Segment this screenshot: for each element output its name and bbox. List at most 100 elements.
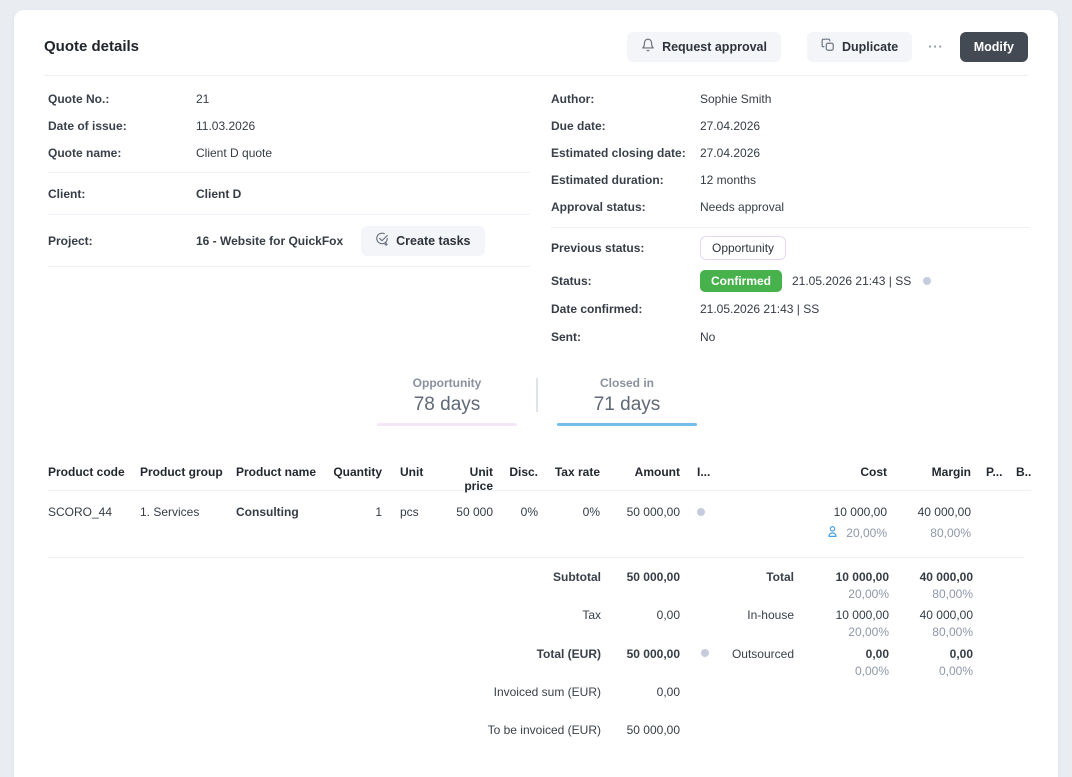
field-label: Quote No.: [48, 91, 110, 106]
cell-disc: 0% [520, 505, 538, 519]
cell-cost: 10 000,00 [833, 505, 887, 519]
field-label: Previous status: [551, 241, 645, 255]
field-label: Date of issue: [48, 118, 127, 133]
cell-product-code: SCORO_44 [48, 505, 113, 519]
field-estimated-closing-date: Estimated closing date: 27.04.2026 [551, 139, 1030, 166]
status-badge[interactable]: Confirmed [700, 269, 782, 292]
summary-label: Total [766, 570, 794, 584]
cell-cost-pct: 20,00% [727, 525, 887, 541]
previous-status-badge: Opportunity [700, 236, 787, 260]
field-quote-name: Quote name: Client D quote [48, 139, 530, 166]
cell-amount: 50 000,00 [626, 505, 680, 519]
field-value: Client D quote [196, 145, 273, 160]
field-project: Project: 16 - Website for QuickFox Creat… [48, 215, 530, 266]
create-tasks-button[interactable]: Create tasks [361, 225, 485, 256]
total-label: To be invoiced (EUR) [487, 723, 601, 737]
total-value: 0,00 [656, 685, 680, 699]
field-sent: Sent: No [551, 323, 1030, 351]
stat-underline [377, 423, 517, 426]
project-link[interactable]: 16 - Website for QuickFox [196, 233, 344, 248]
bell-icon [641, 38, 655, 55]
summary-outsourced-pct: 0,00% 0,00% [48, 662, 973, 680]
col-product-code: Product code [48, 465, 140, 491]
task-check-plus-icon [375, 232, 389, 249]
col-margin: Margin [887, 465, 971, 491]
client-link[interactable]: Client D [196, 186, 242, 201]
field-date-confirmed: Date confirmed: 21.05.2026 21:43 | SS [551, 295, 1030, 323]
stat-value: 71 days [593, 394, 661, 415]
col-amount: Amount [600, 465, 680, 491]
field-status: Status: Confirmed 21.05.2026 21:43 | SS [551, 266, 1030, 295]
status-info-dot-icon [923, 276, 932, 285]
divider [48, 172, 530, 173]
cell-tax-rate: 0% [582, 505, 600, 519]
stat-underline [557, 423, 697, 426]
table-row[interactable]: SCORO_44 1. Services Consulting 1 pcs 50… [48, 491, 1024, 519]
totals-divider [48, 557, 1024, 558]
field-date-of-issue: Date of issue: 11.03.2026 [48, 112, 530, 139]
header-actions: Request approval Duplicate ··· Modify [627, 31, 1028, 62]
quote-info-right: Author: Sophie Smith Due date: 27.04.202… [551, 85, 1030, 351]
field-value: No [700, 330, 716, 344]
cell-product-group: 1. Services [140, 505, 200, 519]
field-value: 21.05.2026 21:43 | SS [700, 302, 820, 316]
total-label: Total (EUR) [536, 647, 601, 661]
summary-margin: 40 000,00 [919, 570, 973, 584]
duplicate-button[interactable]: Duplicate [806, 31, 913, 62]
col-product-name: Product name [236, 465, 327, 491]
field-label: Sent: [551, 330, 581, 344]
table-header-row: Product code Product group Product name … [48, 465, 1032, 493]
field-label: Date confirmed: [551, 302, 643, 316]
modify-button[interactable]: Modify [959, 31, 1028, 62]
more-actions-button[interactable]: ··· [920, 32, 952, 62]
total-tax: Tax 0,00 [48, 606, 680, 624]
field-value: Needs approval [700, 199, 785, 214]
duplicate-label: Duplicate [841, 39, 899, 54]
field-label: Status: [551, 273, 592, 288]
col-unit: Unit [382, 465, 440, 491]
summary-margin-pct: 80,00% [932, 587, 973, 601]
field-label: Client: [48, 186, 86, 201]
field-due-date: Due date: 27.04.2026 [551, 112, 1030, 139]
col-unit-price: Unit price [440, 465, 493, 493]
summary-inhouse: In-house 10 000,00 40 000,00 [48, 606, 973, 624]
summary-cost: 10 000,00 [835, 570, 889, 584]
divider [48, 214, 530, 215]
header: Quote details Request approval Duplicate… [14, 10, 1058, 75]
total-value: 50 000,00 [626, 570, 680, 584]
stat-label: Closed in [599, 376, 654, 390]
cell-margin: 40 000,00 [917, 505, 971, 519]
quote-details-panel: Quote details Request approval Duplicate… [14, 10, 1058, 777]
field-value: 12 months [700, 172, 757, 187]
total-value: 0,00 [656, 608, 680, 622]
stat-label: Opportunity [412, 376, 482, 390]
request-approval-label: Request approval [662, 39, 767, 54]
summary-margin-pct: 0,00% [938, 664, 973, 678]
total-grand: Total (EUR) 50 000,00 [48, 645, 680, 663]
cell-product-name: Consulting [236, 505, 299, 519]
total-value: 50 000,00 [626, 647, 680, 661]
summary-cost-pct: 20,00% [848, 625, 889, 639]
field-label: Project: [48, 233, 93, 248]
total-to-be-invoiced: To be invoiced (EUR) 50 000,00 [48, 721, 680, 739]
summary-cost-pct: 20,00% [848, 587, 889, 601]
field-value: 11.03.2026 [196, 118, 256, 133]
total-subtotal: Subtotal 50 000,00 [48, 568, 680, 586]
status-meta: 21.05.2026 21:43 | SS [792, 273, 912, 288]
stat-value: 78 days [413, 394, 481, 415]
total-value: 50 000,00 [626, 723, 680, 737]
divider [551, 227, 1030, 228]
field-approval-status: Approval status: Needs approval [551, 193, 1030, 220]
divider [48, 266, 530, 267]
field-value: 21 [196, 91, 210, 106]
col-tax-rate: Tax rate [538, 465, 600, 491]
total-label: Tax [582, 608, 601, 622]
page-title: Quote details [44, 38, 140, 55]
request-approval-button[interactable]: Request approval [627, 31, 781, 62]
field-estimated-duration: Estimated duration: 12 months [551, 166, 1030, 193]
field-quote-no: Quote No.: 21 [48, 85, 530, 112]
field-author: Author: Sophie Smith [551, 85, 1030, 112]
total-info-dot-icon [701, 649, 709, 657]
summary-total-pct: 20,00% 80,00% [48, 585, 973, 603]
field-label: Approval status: [551, 199, 646, 214]
